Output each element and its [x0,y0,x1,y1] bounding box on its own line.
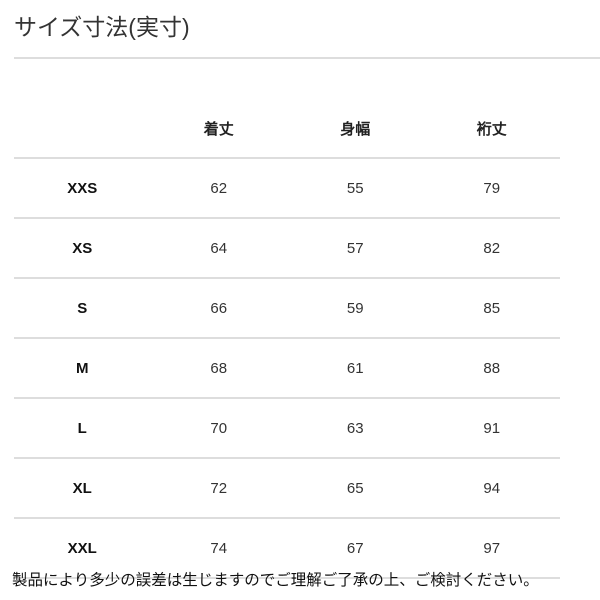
size-label: M [14,337,151,398]
title-divider [14,57,600,59]
sleeve-value: 82 [423,217,560,278]
sleeve-value: 79 [423,157,560,218]
length-value: 72 [150,457,287,518]
length-value: 62 [150,157,287,218]
table-row: L 70 63 91 [14,397,560,458]
size-label: XXL [14,517,151,579]
width-value: 67 [287,517,424,579]
header-width: 身幅 [340,120,371,138]
table-row: XS 64 57 82 [14,217,560,278]
length-value: 74 [150,517,287,579]
sleeve-value: 97 [423,517,560,579]
sleeve-value: 85 [423,277,560,338]
sleeve-value: 94 [423,457,560,518]
length-value: 70 [150,397,287,458]
size-table: 着丈 身幅 裄丈 XXS 62 55 79 XS 64 57 82 S 66 59 85 M 68 61 88… [14,99,560,579]
disclaimer-note: 製品により多少の誤差は生じますのでご理解ご了承の上、ご検討ください。 [12,572,539,589]
sleeve-value: 91 [423,397,560,458]
size-label: L [14,397,151,458]
size-label: XS [14,217,151,278]
size-label: XL [14,457,151,518]
sleeve-value: 88 [423,337,560,398]
header-sleeve: 裄丈 [476,120,507,138]
width-value: 57 [287,217,424,278]
width-value: 61 [287,337,424,398]
length-value: 66 [150,277,287,338]
header-size [14,99,151,158]
size-label: XXS [14,157,151,218]
size-label: S [14,277,151,338]
table-row: XL 72 65 94 [14,457,560,518]
width-value: 65 [287,457,424,518]
header-length: 着丈 [203,120,234,138]
header-row: 着丈 身幅 裄丈 [14,99,560,158]
table-row: XXS 62 55 79 [14,157,560,218]
page-title: サイズ寸法(実寸) [14,14,190,40]
length-value: 64 [150,217,287,278]
width-value: 59 [287,277,424,338]
width-value: 55 [287,157,424,218]
table-row: M 68 61 88 [14,337,560,398]
table-row: S 66 59 85 [14,277,560,338]
width-value: 63 [287,397,424,458]
length-value: 68 [150,337,287,398]
table-row: XXL 74 67 97 [14,517,560,579]
